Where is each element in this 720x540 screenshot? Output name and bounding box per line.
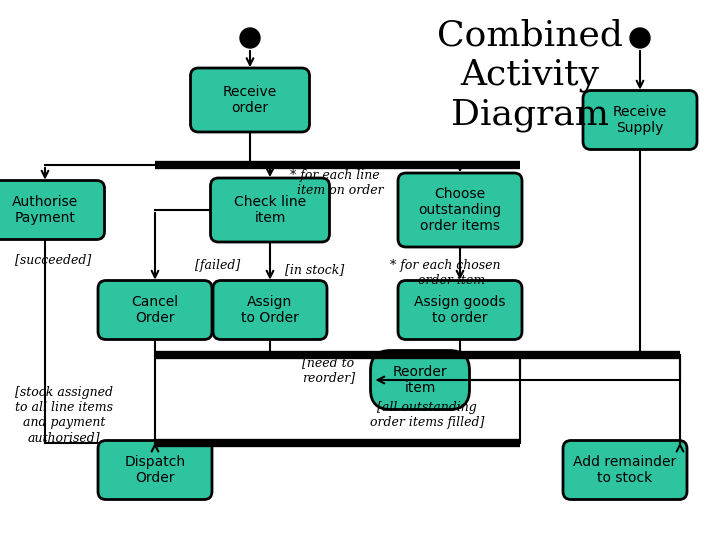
Text: Receive
order: Receive order — [223, 85, 277, 115]
Text: [succeeded]: [succeeded] — [15, 253, 91, 267]
FancyBboxPatch shape — [0, 180, 104, 240]
FancyBboxPatch shape — [98, 280, 212, 340]
Text: [need to
reorder]: [need to reorder] — [302, 356, 355, 384]
FancyBboxPatch shape — [398, 173, 522, 247]
FancyBboxPatch shape — [191, 68, 310, 132]
Text: [stock assigned
to all line items
and payment
authorised]: [stock assigned to all line items and pa… — [15, 386, 113, 444]
Circle shape — [240, 28, 260, 48]
FancyBboxPatch shape — [583, 91, 697, 150]
Text: Choose
outstanding
order items: Choose outstanding order items — [418, 187, 502, 233]
FancyBboxPatch shape — [98, 441, 212, 500]
Text: Dispatch
Order: Dispatch Order — [125, 455, 186, 485]
Text: [in stock]: [in stock] — [285, 264, 344, 276]
Text: Assign goods
to order: Assign goods to order — [414, 295, 505, 325]
Text: [failed]: [failed] — [195, 259, 240, 272]
Text: Assign
to Order: Assign to Order — [241, 295, 299, 325]
Text: Reorder
item: Reorder item — [392, 365, 447, 395]
Text: Combined
Activity
Diagram: Combined Activity Diagram — [437, 18, 623, 132]
Text: Check line
item: Check line item — [234, 195, 306, 225]
Circle shape — [630, 28, 650, 48]
FancyBboxPatch shape — [563, 441, 687, 500]
Text: Receive
Supply: Receive Supply — [613, 105, 667, 135]
Text: Authorise
Payment: Authorise Payment — [12, 195, 78, 225]
Text: [all outstanding
order items filled]: [all outstanding order items filled] — [370, 401, 485, 429]
FancyBboxPatch shape — [213, 280, 327, 340]
Text: Cancel
Order: Cancel Order — [132, 295, 179, 325]
FancyBboxPatch shape — [371, 350, 469, 409]
Text: * for each chosen
   order item: * for each chosen order item — [390, 259, 500, 287]
FancyBboxPatch shape — [210, 178, 330, 242]
Text: * for each line
   item on order: * for each line item on order — [285, 169, 384, 197]
Text: Add remainder
to stock: Add remainder to stock — [573, 455, 677, 485]
FancyBboxPatch shape — [398, 280, 522, 340]
